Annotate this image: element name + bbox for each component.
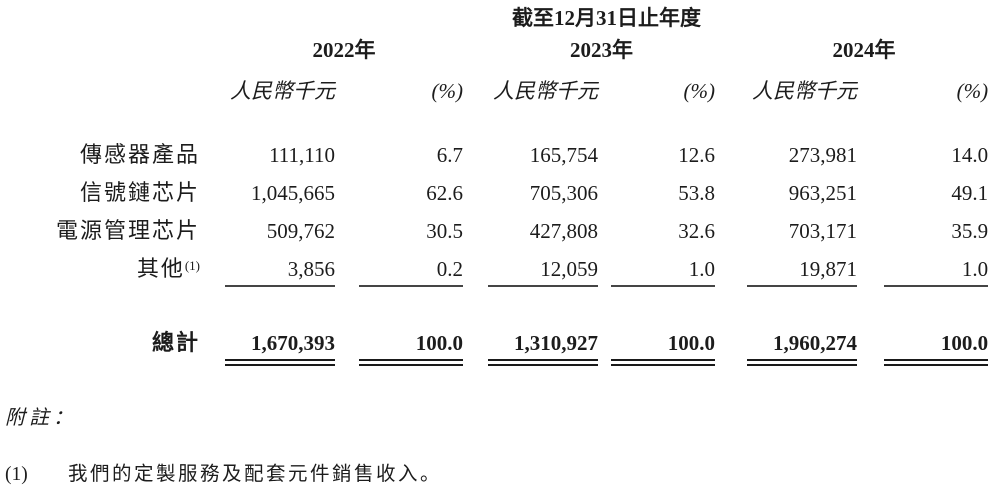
cell-percent: 49.1 <box>951 181 989 205</box>
cell-value: 273,981 <box>788 143 857 167</box>
note-item: (1) 我們的定製服務及配套元件銷售收入。 <box>5 462 1000 487</box>
year-header-2023: 2023年 <box>570 38 633 62</box>
revenue-breakdown-table: 截至12月31日止年度 2022年 2023年 2024年 人民幣千元 (%) … <box>0 0 989 366</box>
cell-value: 1,045,665 <box>251 181 335 205</box>
cell-percent: 32.6 <box>678 219 715 243</box>
table-row-signal-chain-chips: 信號鏈芯片 1,045,665 62.6 705,306 53.8 963,25… <box>0 167 989 206</box>
year-header-row: 2022年 2023年 2024年 <box>0 30 988 62</box>
cell-percent: 53.8 <box>678 181 715 205</box>
total-value: 1,310,927 <box>488 331 598 366</box>
unit-label-2023: 人民幣千元 <box>493 79 598 103</box>
table-row-others: 其他(1) 3,856 0.2 12,059 1.0 19,871 1.0 <box>0 243 989 287</box>
footnote-ref: (1) <box>184 258 200 273</box>
cell-value: 963,251 <box>788 181 857 205</box>
pct-label-2023: (%) <box>683 79 715 103</box>
unit-header-row: 人民幣千元 (%) 人民幣千元 (%) 人民幣千元 (%) <box>0 62 988 103</box>
unit-label-2022: 人民幣千元 <box>230 79 335 103</box>
row-label: 其他(1) <box>136 256 200 281</box>
cell-percent: 12.6 <box>678 143 715 167</box>
cell-percent: 1.0 <box>611 257 715 287</box>
cell-value: 509,762 <box>266 219 335 243</box>
cell-percent: 62.6 <box>426 181 463 205</box>
cell-percent: 14.0 <box>951 143 989 167</box>
pct-label-2022: (%) <box>431 79 463 103</box>
cell-value: 3,856 <box>225 257 335 287</box>
cell-value: 12,059 <box>488 257 598 287</box>
pct-label-2024: (%) <box>956 79 989 103</box>
table-row-sensor-products: 傳感器產品 111,110 6.7 165,754 12.6 273,981 1… <box>0 129 989 168</box>
cell-value: 165,754 <box>529 143 598 167</box>
cell-value: 19,871 <box>747 257 857 287</box>
cell-percent: 0.2 <box>359 257 463 287</box>
cell-percent: 1.0 <box>884 257 989 287</box>
total-percent: 100.0 <box>359 331 463 366</box>
table-row-power-management-chips: 電源管理芯片 509,762 30.5 427,808 32.6 703,171… <box>0 205 989 244</box>
cell-percent: 30.5 <box>426 219 463 243</box>
period-header-row: 截至12月31日止年度 <box>0 0 988 30</box>
row-label: 電源管理芯片 <box>55 218 200 243</box>
note-text: 我們的定製服務及配套元件銷售收入。 <box>68 464 443 485</box>
cell-value: 703,171 <box>788 219 857 243</box>
cell-value: 705,306 <box>529 181 598 205</box>
total-label: 總計 <box>151 330 200 355</box>
cell-value: 111,110 <box>269 143 335 167</box>
year-header-2022: 2022年 <box>312 38 376 62</box>
total-value: 1,960,274 <box>747 331 857 366</box>
row-label: 信號鏈芯片 <box>79 180 200 205</box>
total-percent: 100.0 <box>884 331 989 366</box>
period-header: 截至12月31日止年度 <box>512 6 702 30</box>
notes-heading: 附註： <box>5 407 77 429</box>
total-value: 1,670,393 <box>225 331 335 366</box>
cell-value: 427,808 <box>529 219 598 243</box>
unit-label-2024: 人民幣千元 <box>752 79 857 103</box>
note-marker: (1) <box>5 464 28 485</box>
notes-section: 附註： (1) 我們的定製服務及配套元件銷售收入。 <box>0 405 1000 487</box>
year-header-2024: 2024年 <box>832 38 896 62</box>
row-label: 傳感器產品 <box>79 142 200 167</box>
table-row-total: 總計 1,670,393 100.0 1,310,927 100.0 1,960… <box>0 325 989 366</box>
cell-percent: 6.7 <box>436 143 463 167</box>
cell-percent: 35.9 <box>951 219 989 243</box>
total-percent: 100.0 <box>611 331 715 366</box>
